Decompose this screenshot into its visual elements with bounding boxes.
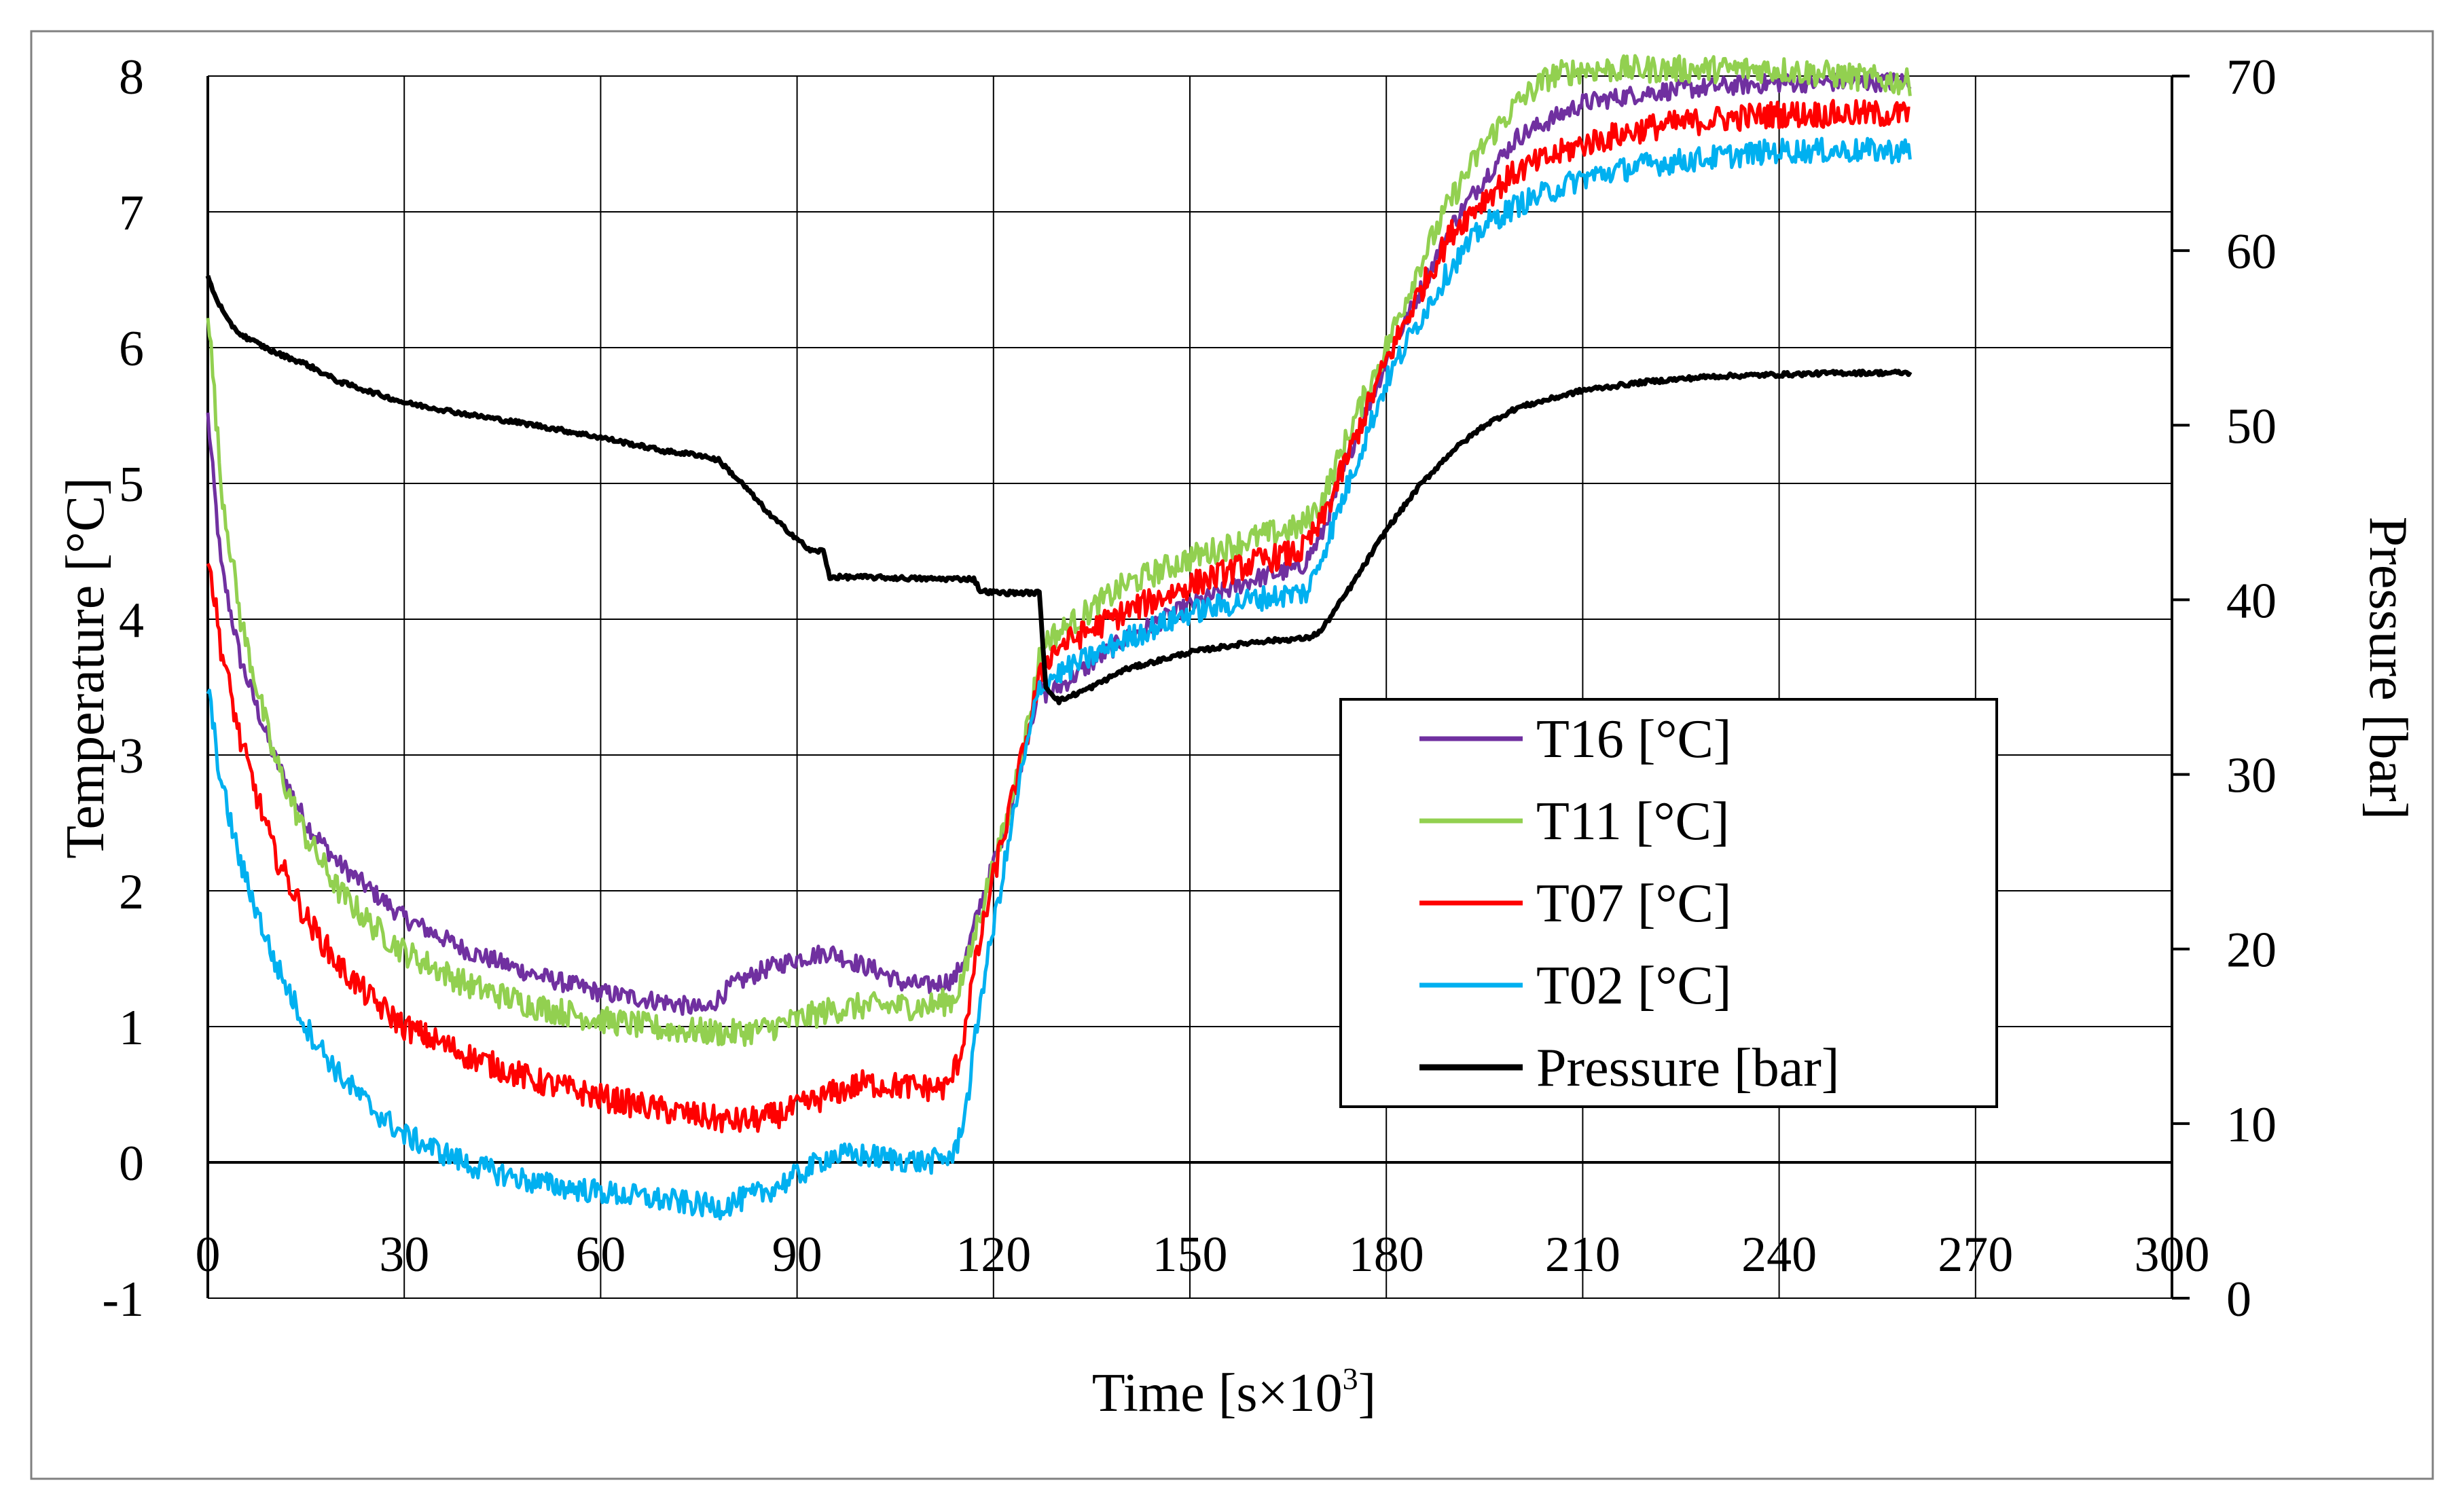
y-tick-label: 3 bbox=[119, 729, 144, 784]
y2-axis-title: Pressure [bar] bbox=[2358, 517, 2418, 820]
y2-tick-label: 70 bbox=[2226, 50, 2277, 105]
series-line-t07 bbox=[206, 98, 1910, 1134]
y2-tick-label: 40 bbox=[2226, 573, 2277, 629]
y-tick-label: 6 bbox=[119, 321, 144, 377]
x-tick-label: 270 bbox=[1938, 1227, 2013, 1283]
x-tick-label: 210 bbox=[1545, 1227, 1620, 1283]
y2-tick-label: 0 bbox=[2226, 1272, 2251, 1327]
x-tick-label: 180 bbox=[1349, 1227, 1424, 1283]
y2-tick-label: 60 bbox=[2226, 224, 2277, 280]
x-tick-label: 0 bbox=[196, 1227, 221, 1283]
y-tick-label: 5 bbox=[119, 457, 144, 513]
y-tick-label: 1 bbox=[119, 1000, 144, 1056]
y-tick-label: 2 bbox=[119, 864, 144, 920]
x-tick-label: 30 bbox=[379, 1227, 429, 1283]
legend-label: Pressure [bar] bbox=[1536, 1038, 1839, 1098]
legend-label: T07 [°C] bbox=[1536, 874, 1732, 934]
x-tick-label: 90 bbox=[772, 1227, 822, 1283]
x-tick-label: 60 bbox=[575, 1227, 626, 1283]
series-line-t02 bbox=[206, 136, 1912, 1221]
data-series bbox=[205, 54, 1913, 1221]
grid-lines bbox=[208, 75, 2173, 1299]
legend-label: T11 [°C] bbox=[1536, 792, 1730, 851]
series-line-t16 bbox=[206, 71, 1912, 1016]
y2-tick-label: 10 bbox=[2226, 1097, 2277, 1153]
legend: T16 [°C] T11 [°C] T07 [°C] T02 [°C] Pressure… bbox=[1339, 698, 1998, 1108]
y2-tick-label: 20 bbox=[2226, 923, 2277, 978]
axes: -1 0 1 2 3 4 5 6 7 8 0 10 20 30 40 50 60 70 0 30 60 90 120 150 1… bbox=[102, 50, 2277, 1327]
x-tick-label: 150 bbox=[1153, 1227, 1228, 1283]
series-line-pressure bbox=[205, 275, 1913, 705]
y-axis-title: Temperature [°C] bbox=[56, 477, 115, 859]
x-axis-title: Time [s×103] bbox=[1092, 1361, 1377, 1423]
y2-tick-label: 30 bbox=[2226, 748, 2277, 804]
y-tick-label: -1 bbox=[102, 1272, 144, 1327]
x-tick-label: 300 bbox=[2135, 1227, 2210, 1283]
y-tick-label: 0 bbox=[119, 1136, 144, 1192]
y-tick-label: 8 bbox=[119, 50, 144, 105]
series-line-t11 bbox=[206, 54, 1912, 1047]
legend-label: T16 [°C] bbox=[1536, 710, 1732, 769]
legend-label: T02 [°C] bbox=[1536, 956, 1732, 1016]
y-tick-label: 4 bbox=[119, 593, 144, 648]
x-tick-label: 240 bbox=[1741, 1227, 1817, 1283]
y2-tick-label: 50 bbox=[2226, 399, 2277, 454]
x-tick-label: 120 bbox=[956, 1227, 1031, 1283]
y-tick-label: 7 bbox=[119, 185, 144, 241]
